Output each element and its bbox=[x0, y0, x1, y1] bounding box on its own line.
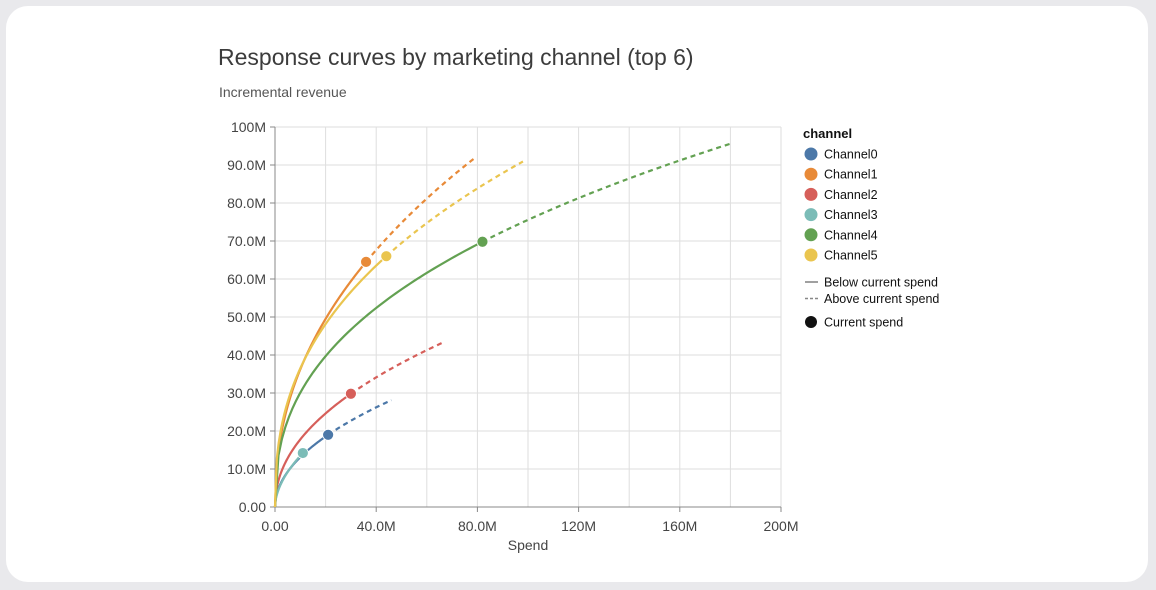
series-line-above bbox=[327, 399, 392, 436]
series-line-above bbox=[350, 341, 443, 395]
x-tick-label: 0.00 bbox=[261, 518, 288, 534]
y-tick-label: 60.0M bbox=[227, 271, 266, 287]
x-tick-label: 200M bbox=[763, 518, 798, 534]
current-spend-marker bbox=[322, 428, 335, 441]
legend-label: Channel1 bbox=[824, 168, 878, 182]
series-line-below bbox=[273, 433, 329, 508]
x-axis-title: Spend bbox=[508, 537, 548, 553]
series-line-above bbox=[365, 157, 476, 263]
current-spend-marker bbox=[360, 255, 372, 268]
grid bbox=[274, 126, 782, 508]
x-tick-label: 40.0M bbox=[357, 518, 396, 534]
current-spend-marker bbox=[476, 235, 489, 248]
y-tick-label: 50.0M bbox=[227, 309, 266, 325]
y-tick-label: 80.0M bbox=[227, 195, 266, 211]
legend-title: channel bbox=[803, 126, 852, 141]
y-tick-label: 40.0M bbox=[227, 347, 266, 363]
x-tick-label: 120M bbox=[561, 518, 596, 534]
legend-swatch bbox=[804, 228, 818, 242]
legend-marker-label: Current spend bbox=[824, 316, 903, 330]
chart-card bbox=[6, 6, 1148, 582]
series-line-below bbox=[273, 452, 304, 508]
legend-label: Channel5 bbox=[824, 249, 878, 263]
series-line-below bbox=[273, 255, 388, 508]
y-tick-label: 20.0M bbox=[227, 423, 266, 439]
axes: 0.00 10.0M 20.0M 30.0M 40.0M 50.0M 60.0M 70.0M 8… bbox=[227, 119, 798, 553]
chart-subtitle: Incremental revenue bbox=[219, 84, 347, 100]
y-tick-label: 100M bbox=[231, 119, 266, 135]
x-tick-label: 80.0M bbox=[458, 518, 497, 534]
legend-swatch bbox=[804, 167, 818, 181]
legend-swatch bbox=[804, 208, 818, 222]
legend-label: Channel0 bbox=[824, 148, 878, 162]
legend-line-style-label: Above current spend bbox=[824, 292, 939, 306]
series-line-below bbox=[273, 261, 367, 508]
legend-label: Channel3 bbox=[824, 208, 878, 222]
legend-label: Channel4 bbox=[824, 228, 878, 242]
legend-swatch bbox=[804, 248, 818, 262]
legend-swatch bbox=[804, 147, 818, 161]
x-tick-label: 160M bbox=[662, 518, 697, 534]
series-line-above bbox=[385, 160, 524, 258]
legend-marker-swatch bbox=[805, 316, 817, 328]
series-line-below bbox=[273, 240, 483, 508]
series-line-below bbox=[273, 392, 352, 508]
y-tick-label: 0.00 bbox=[239, 499, 266, 515]
chart-title: Response curves by marketing channel (to… bbox=[218, 44, 694, 70]
current-spend-marker bbox=[380, 250, 393, 263]
legend-swatch bbox=[804, 187, 818, 201]
current-spend-marker bbox=[296, 447, 309, 459]
series-line-above bbox=[481, 142, 731, 243]
current-spend-marker bbox=[344, 387, 357, 400]
legend: channel Channel0 Channel1 Channel2 Channel3 C… bbox=[803, 126, 939, 330]
y-tick-label: 70.0M bbox=[227, 233, 266, 249]
legend-label: Channel2 bbox=[824, 188, 878, 202]
legend-line-style-label: Below current spend bbox=[824, 276, 938, 290]
series-layer bbox=[273, 142, 731, 508]
y-tick-label: 90.0M bbox=[227, 157, 266, 173]
y-tick-label: 30.0M bbox=[227, 385, 266, 401]
y-tick-label: 10.0M bbox=[227, 461, 266, 477]
